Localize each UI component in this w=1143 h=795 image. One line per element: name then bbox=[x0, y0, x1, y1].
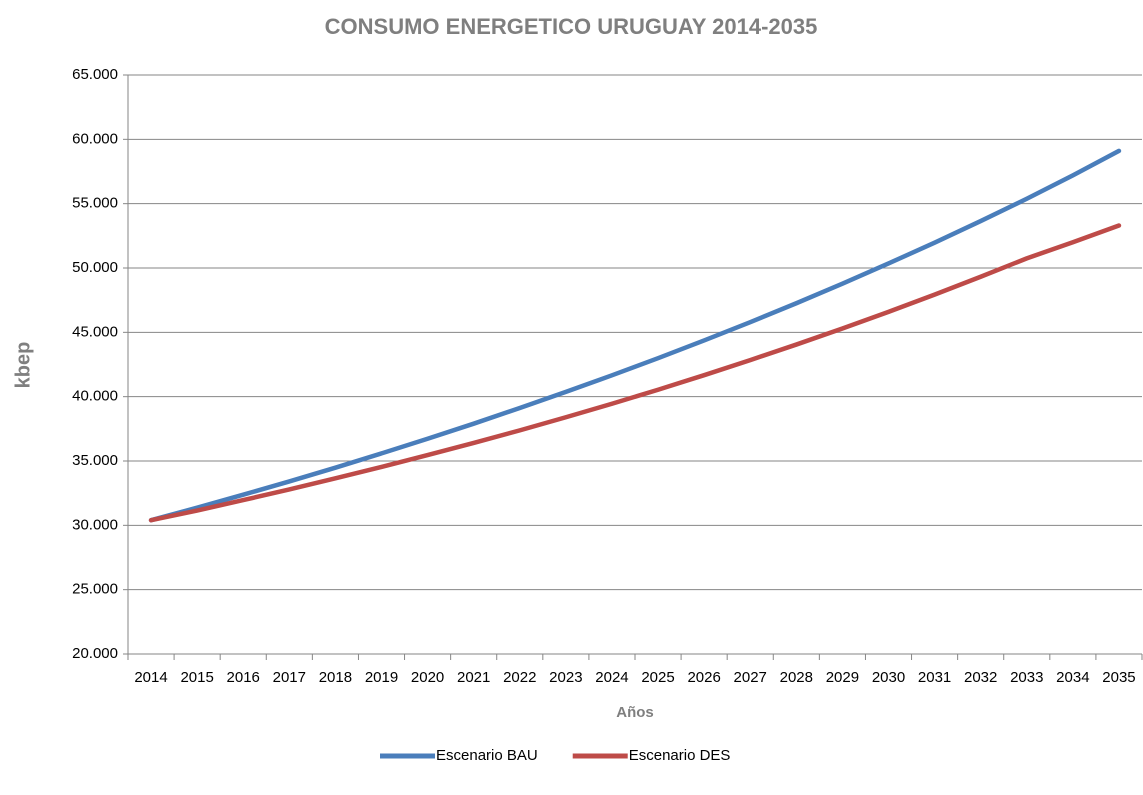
y-axis-title: kbep bbox=[12, 342, 34, 389]
y-tick-label: 55.000 bbox=[72, 195, 118, 212]
x-tick-label: 2032 bbox=[964, 669, 997, 686]
x-tick-label: 2026 bbox=[687, 669, 720, 686]
x-tick-label: 2018 bbox=[319, 669, 352, 686]
chart-title: CONSUMO ENERGETICO URUGUAY 2014-2035 bbox=[325, 14, 818, 39]
y-tick-label: 65.000 bbox=[72, 66, 118, 83]
x-tick-label: 2020 bbox=[411, 669, 444, 686]
y-tick-label: 50.000 bbox=[72, 259, 118, 276]
y-tick-label: 30.000 bbox=[72, 516, 118, 533]
x-tick-label: 2034 bbox=[1056, 669, 1089, 686]
x-tick-label: 2029 bbox=[826, 669, 859, 686]
x-tick-label: 2024 bbox=[595, 669, 628, 686]
series-line bbox=[148, 148, 1122, 523]
x-tick-label: 2035 bbox=[1102, 669, 1135, 686]
x-tick-label: 2030 bbox=[872, 669, 905, 686]
x-tick-label: 2028 bbox=[780, 669, 813, 686]
x-tick-label: 2022 bbox=[503, 669, 536, 686]
x-tick-label: 2015 bbox=[180, 669, 213, 686]
x-axis-title: Años bbox=[616, 704, 654, 721]
x-tick-label: 2019 bbox=[365, 669, 398, 686]
y-tick-label: 20.000 bbox=[72, 645, 118, 662]
series-line bbox=[148, 223, 1122, 523]
x-tick-label: 2014 bbox=[134, 669, 167, 686]
x-tick-label: 2027 bbox=[734, 669, 767, 686]
y-tick-label: 45.000 bbox=[72, 323, 118, 340]
x-tick-label: 2025 bbox=[641, 669, 674, 686]
x-tick-label: 2021 bbox=[457, 669, 490, 686]
y-tick-label: 60.000 bbox=[72, 130, 118, 147]
y-tick-label: 25.000 bbox=[72, 581, 118, 598]
x-tick-label: 2023 bbox=[549, 669, 582, 686]
y-tick-label: 40.000 bbox=[72, 388, 118, 405]
x-tick-label: 2016 bbox=[227, 669, 260, 686]
y-tick-label: 35.000 bbox=[72, 452, 118, 469]
x-tick-label: 2033 bbox=[1010, 669, 1043, 686]
legend-label: Escenario BAU bbox=[436, 747, 538, 764]
x-tick-label: 2031 bbox=[918, 669, 951, 686]
x-tick-label: 2017 bbox=[273, 669, 306, 686]
legend-label: Escenario DES bbox=[629, 747, 731, 764]
